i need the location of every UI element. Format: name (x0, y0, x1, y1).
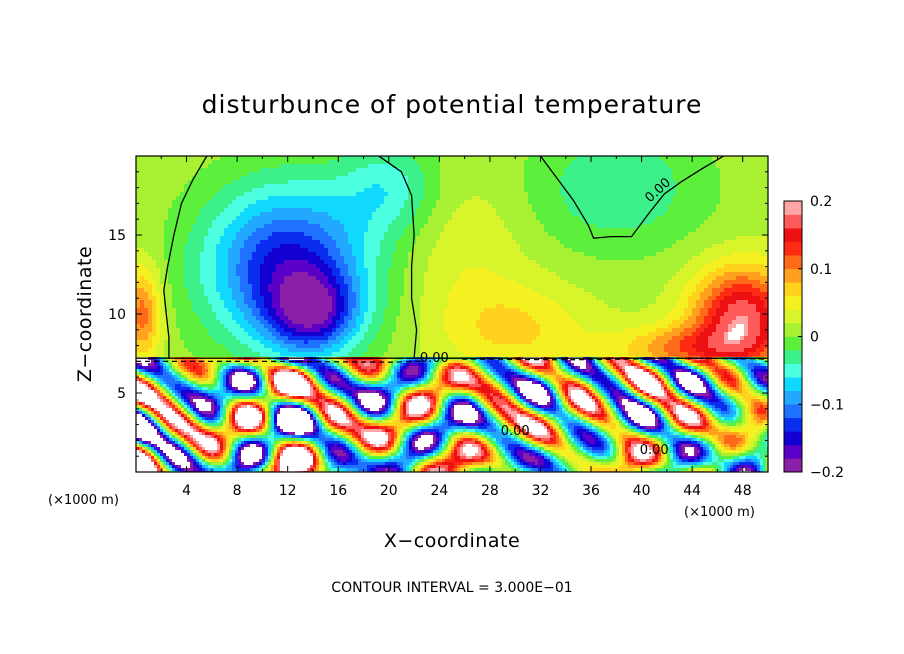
colorbar-swatch (784, 322, 802, 337)
colorbar-swatch (784, 377, 802, 391)
colorbar-tick-label: −0.2 (810, 465, 844, 481)
x-tick-label: 20 (380, 483, 398, 499)
colorbar-swatch (784, 458, 802, 473)
colorbar-tick-label: 0.2 (810, 194, 832, 210)
colorbar-swatch (784, 214, 802, 229)
x-tick-label: 40 (633, 483, 651, 499)
contour-interval-note: CONTOUR INTERVAL = 3.000E−01 (331, 580, 572, 596)
x-axis-ticks: 4 8 12 16 20 24 28 32 36 40 44 48 (160, 156, 752, 499)
x-tick-label: 28 (481, 483, 499, 499)
colorbar-tick-label: −0.1 (810, 397, 844, 413)
x-tick-label: 8 (233, 483, 242, 499)
x-tick-label: 16 (329, 483, 347, 499)
contour-lines (136, 156, 768, 363)
colorbar-swatch (784, 431, 802, 446)
plot-area: 0.000.000.000.00 4 8 12 16 20 24 28 32 36 40 44 48 … (108, 155, 769, 499)
colorbar-swatch (784, 309, 802, 324)
colorbar-swatch (784, 241, 802, 256)
colorbar-swatch (784, 228, 802, 242)
colorbar-swatch (784, 417, 802, 432)
colorbar-swatch (784, 268, 802, 283)
contour-label: 0.00 (640, 443, 669, 458)
heatmap-field (136, 156, 768, 361)
z-axis-unit: (×1000 m) (684, 505, 755, 520)
chart-title: disturbunce of potential temperature (202, 90, 703, 119)
x-tick-label: 36 (582, 483, 600, 499)
colorbar-swatch (784, 350, 802, 364)
x-tick-label: 12 (279, 483, 297, 499)
colorbar-swatch (784, 390, 802, 405)
y-axis-ticks: 5 10 15 (108, 171, 768, 457)
y-tick-label: 5 (117, 386, 126, 402)
colorbar-swatch (784, 295, 802, 310)
x-axis-label: X−coordinate (384, 530, 520, 552)
x-tick-label: 4 (182, 483, 191, 499)
x-tick-label: 32 (532, 483, 550, 499)
y-tick-label: 15 (108, 228, 126, 244)
colorbar: 0.2 0.1 0 −0.1 −0.2 (783, 194, 844, 481)
contour-label: 0.00 (420, 351, 449, 366)
x-axis-unit: (×1000 m) (48, 493, 119, 508)
colorbar-swatch (784, 444, 802, 459)
x-tick-label: 48 (734, 483, 752, 499)
colorbar-swatch (784, 363, 802, 378)
x-tick-label: 44 (683, 483, 701, 499)
colorbar-tick-label: 0.1 (810, 262, 832, 278)
y-axis-label: Z−coordinate (74, 246, 96, 382)
x-tick-label: 24 (430, 483, 448, 499)
contour-label: 0.00 (501, 424, 530, 439)
colorbar-swatch (784, 404, 802, 419)
y-tick-label: 10 (108, 307, 126, 323)
colorbar-swatch (784, 201, 802, 215)
boundary-layer-field (136, 357, 768, 472)
colorbar-swatch (784, 336, 802, 351)
colorbar-swatch (784, 282, 802, 297)
colorbar-tick-label: 0 (810, 330, 819, 346)
colorbar-swatch (784, 255, 802, 270)
